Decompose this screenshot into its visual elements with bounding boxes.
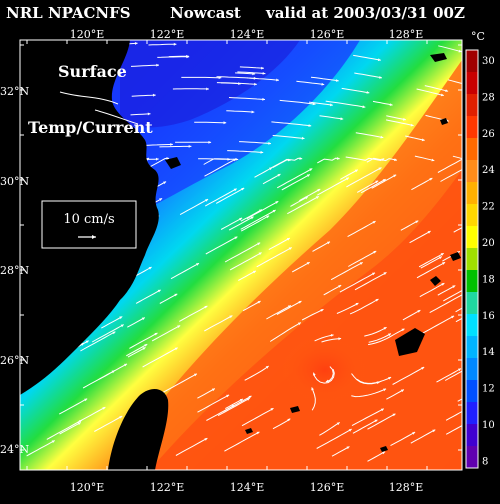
colorbar-swatch xyxy=(466,182,478,205)
colorbar-tick-label: 22 xyxy=(482,202,495,213)
colorbar-swatch xyxy=(466,72,478,95)
colorbar-swatch xyxy=(466,446,478,469)
lon-label: 124°E xyxy=(230,28,265,41)
map-label-temp-current: Temp/Current xyxy=(28,118,153,137)
colorbar-swatch xyxy=(466,336,478,359)
vector-key-label: 10 cm/s xyxy=(63,212,114,227)
lat-label: 30°N xyxy=(0,175,29,188)
vector-key: 10 cm/s xyxy=(42,201,136,248)
lon-labels-bottom: 120°E 122°E 124°E 126°E 128°E xyxy=(70,481,424,494)
colorbar-tick-label: 24 xyxy=(482,165,495,176)
colorbar-swatch xyxy=(466,116,478,139)
colorbar-swatch xyxy=(466,314,478,337)
colorbar-swatch xyxy=(466,358,478,381)
colorbar-tick-label: 30 xyxy=(482,56,495,67)
lon-label: 128°E xyxy=(389,481,424,494)
lon-label: 120°E xyxy=(70,481,105,494)
lon-label: 126°E xyxy=(310,481,345,494)
lon-label: 122°E xyxy=(150,28,185,41)
colorbar-swatch xyxy=(466,380,478,403)
colorbar-swatch xyxy=(466,292,478,315)
current-vector-arrowhead xyxy=(480,87,483,90)
current-vector-arrowhead xyxy=(484,294,487,297)
title-model: NRL NPACNFS xyxy=(6,4,131,22)
lon-label: 128°E xyxy=(389,28,424,41)
colorbar-tick-label: 8 xyxy=(482,456,488,467)
lon-label: 126°E xyxy=(310,28,345,41)
colorbar-tick-label: 26 xyxy=(482,129,495,140)
colorbar: °C 30 28 26 24 22 20 18 16 14 12 10 8 xyxy=(466,30,495,469)
colorbar-tick-label: 12 xyxy=(482,384,495,395)
lon-labels-top: 120°E 122°E 124°E 126°E 128°E xyxy=(70,28,424,41)
colorbar-tick-label: 18 xyxy=(482,274,495,285)
title-valid-time: valid at 2003/03/31 00Z xyxy=(266,4,465,22)
colorbar-swatch xyxy=(466,424,478,447)
colorbar-unit: °C xyxy=(471,30,485,43)
colorbar-tick-label: 10 xyxy=(482,420,495,431)
colorbar-tick-label: 16 xyxy=(482,311,495,322)
colorbar-swatch xyxy=(466,204,478,227)
lat-label: 26°N xyxy=(0,354,29,367)
lat-label: 32°N xyxy=(0,85,29,98)
lon-label: 122°E xyxy=(150,481,185,494)
colorbar-swatch xyxy=(466,94,478,117)
lon-label: 120°E xyxy=(70,28,105,41)
colorbar-swatch xyxy=(466,160,478,183)
map-label-surface: Surface xyxy=(58,62,127,81)
temperature-field xyxy=(20,40,489,470)
colorbar-tick-label: 14 xyxy=(482,347,495,358)
colorbar-tick-label: 20 xyxy=(482,238,495,249)
colorbar-swatch xyxy=(466,50,478,73)
current-vector xyxy=(159,146,191,147)
colorbar-swatch xyxy=(466,402,478,425)
colorbar-tick-label: 28 xyxy=(482,92,495,103)
colorbar-swatch xyxy=(466,270,478,293)
title-product: Nowcast xyxy=(170,4,241,22)
title-bar: NRL NPACNFS Nowcast valid at 2003/03/31 … xyxy=(0,4,470,24)
colorbar-swatch xyxy=(466,138,478,161)
lat-label: 28°N xyxy=(0,264,29,277)
lat-label: 24°N xyxy=(0,443,29,456)
current-vector xyxy=(194,122,226,123)
colorbar-swatch xyxy=(466,226,478,249)
lon-label: 124°E xyxy=(230,481,265,494)
colorbar-swatch xyxy=(466,248,478,271)
current-vector-arrowhead xyxy=(478,415,481,418)
